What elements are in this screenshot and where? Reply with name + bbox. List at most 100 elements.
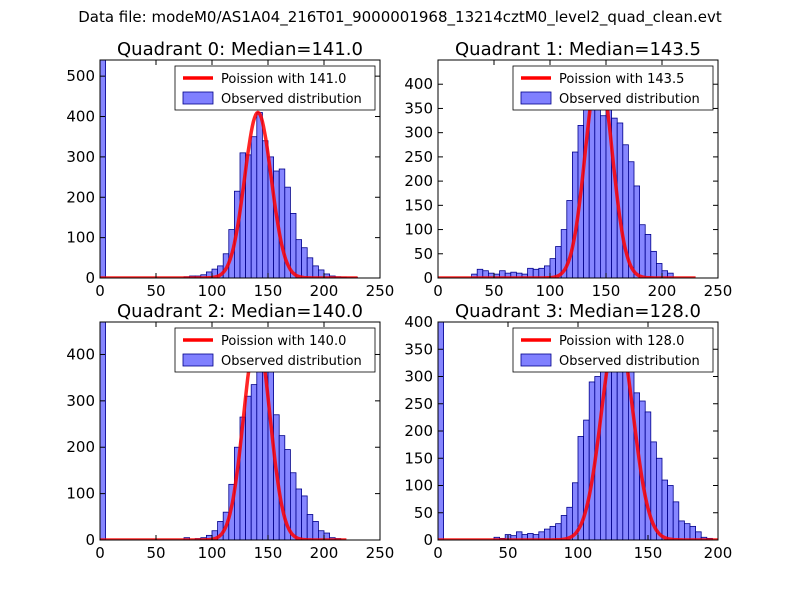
histogram-bar bbox=[684, 523, 691, 540]
histogram-bar bbox=[312, 265, 319, 278]
quadrant-1-panel: 0 50 100 150 200 250 0 50 100 150 200 250 300 350 400 Q… bbox=[404, 39, 732, 300]
figure-suptitle: Data file: modeM0/AS1A04_216T01_90000019… bbox=[78, 8, 722, 26]
histogram-bar bbox=[639, 224, 646, 278]
y-tick-label: 400 bbox=[404, 313, 433, 331]
legend: Poission with 143.5 Observed distribution bbox=[512, 65, 714, 111]
histogram-bar bbox=[100, 322, 106, 540]
x-tick-label: 150 bbox=[634, 544, 663, 562]
histogram-bar bbox=[661, 479, 668, 540]
quadrant-2-panel: 0 50 100 150 200 250 0 100 200 300 400 Quadrant 2: … bbox=[66, 301, 394, 562]
y-tick-label: 400 bbox=[404, 75, 433, 93]
histogram-bar bbox=[250, 384, 258, 540]
y-tick-label: 350 bbox=[404, 340, 433, 358]
x-tick-label: 150 bbox=[254, 282, 283, 300]
legend-label-observed: Observed distribution bbox=[559, 92, 700, 107]
histogram-bar bbox=[295, 239, 302, 278]
histogram-bar bbox=[250, 136, 258, 278]
legend: Poission with 141.0 Observed distribution bbox=[174, 65, 376, 111]
y-tick-label: 0 bbox=[85, 531, 95, 549]
y-tick-label: 150 bbox=[404, 449, 433, 467]
axes-frame bbox=[99, 59, 381, 279]
histogram-bar bbox=[560, 515, 568, 540]
axes-frame bbox=[99, 321, 381, 541]
histogram-bar bbox=[245, 395, 252, 540]
histogram-bar bbox=[261, 140, 269, 278]
quadrant-3-panel: 0 50 100 150 200 0 50 100 150 200 250 300 350 400 Quad… bbox=[404, 301, 732, 562]
histogram-bar bbox=[583, 419, 590, 540]
panel-title: Quadrant 3: Median=128.0 bbox=[455, 301, 701, 322]
y-tick-label: 200 bbox=[404, 172, 433, 190]
histogram-bar bbox=[616, 354, 624, 540]
legend-label-observed: Observed distribution bbox=[221, 354, 362, 369]
x-tick-label: 100 bbox=[198, 544, 227, 562]
histogram-bar bbox=[549, 258, 556, 278]
x-tick-label: 200 bbox=[310, 282, 339, 300]
y-tick-label: 300 bbox=[404, 368, 433, 386]
y-tick-label: 300 bbox=[404, 124, 433, 142]
legend-bar-swatch bbox=[520, 353, 552, 367]
x-tick-label: 150 bbox=[592, 282, 621, 300]
plot-area bbox=[100, 60, 358, 278]
y-tick-label: 0 bbox=[423, 531, 433, 549]
x-tick-label: 0 bbox=[433, 544, 443, 562]
histogram-bar bbox=[600, 115, 607, 278]
legend-bar-swatch bbox=[182, 91, 214, 105]
x-tick-label: 50 bbox=[146, 544, 165, 562]
quadrant-0-panel: 0 50 100 150 200 250 0 100 200 300 400 500 Quadrant … bbox=[66, 39, 394, 300]
y-tick-label: 150 bbox=[404, 196, 433, 214]
histogram-bar bbox=[306, 257, 314, 278]
legend-label-poisson: Poission with 140.0 bbox=[221, 334, 346, 349]
histogram-bar bbox=[644, 233, 652, 278]
x-tick-label: 250 bbox=[704, 282, 733, 300]
legend-label-poisson: Poission with 143.5 bbox=[559, 72, 684, 87]
histogram-bar bbox=[633, 185, 640, 278]
x-tick-label: 50 bbox=[498, 544, 517, 562]
y-tick-label: 250 bbox=[404, 395, 433, 413]
histogram-bar bbox=[549, 525, 556, 540]
panel-title: Quadrant 2: Median=140.0 bbox=[117, 301, 363, 322]
histogram-bar bbox=[555, 523, 562, 540]
legend-label-observed: Observed distribution bbox=[559, 354, 700, 369]
histogram-bar bbox=[678, 520, 685, 540]
y-tick-label: 350 bbox=[404, 99, 433, 117]
y-tick-label: 400 bbox=[66, 108, 95, 126]
poisson-curve bbox=[100, 110, 358, 278]
y-tick-label: 400 bbox=[66, 345, 95, 363]
x-tick-label: 150 bbox=[254, 544, 283, 562]
legend-bar-swatch bbox=[520, 91, 552, 105]
y-tick-label: 100 bbox=[404, 221, 433, 239]
x-tick-label: 0 bbox=[433, 282, 443, 300]
x-tick-label: 50 bbox=[484, 282, 503, 300]
y-tick-label: 300 bbox=[66, 148, 95, 166]
histogram-bar bbox=[306, 514, 314, 540]
panel-title: Quadrant 0: Median=141.0 bbox=[117, 39, 363, 60]
histogram-bar bbox=[256, 112, 263, 278]
histogram-bar bbox=[622, 367, 629, 540]
histogram-bar bbox=[656, 457, 663, 540]
x-tick-label: 0 bbox=[95, 282, 105, 300]
y-tick-label: 200 bbox=[66, 438, 95, 456]
y-tick-label: 0 bbox=[85, 269, 95, 287]
y-tick-label: 0 bbox=[423, 269, 433, 287]
poisson-curve bbox=[438, 328, 718, 540]
x-tick-label: 200 bbox=[648, 282, 677, 300]
x-tick-label: 200 bbox=[310, 544, 339, 562]
y-tick-label: 50 bbox=[414, 504, 433, 522]
y-tick-label: 50 bbox=[414, 245, 433, 263]
y-tick-label: 200 bbox=[404, 422, 433, 440]
histogram-bar bbox=[667, 485, 674, 540]
histogram-bar bbox=[100, 60, 106, 278]
y-tick-label: 100 bbox=[404, 477, 433, 495]
legend: Poission with 140.0 Observed distribution bbox=[174, 327, 376, 373]
y-tick-label: 500 bbox=[66, 67, 95, 85]
histogram-bar bbox=[644, 411, 652, 540]
histogram-bar bbox=[301, 247, 308, 278]
x-tick-label: 0 bbox=[95, 544, 105, 562]
legend: Poission with 128.0 Observed distribution bbox=[512, 327, 714, 373]
x-tick-label: 100 bbox=[198, 282, 227, 300]
x-tick-label: 50 bbox=[146, 282, 165, 300]
histogram-bar bbox=[295, 488, 302, 540]
x-tick-label: 250 bbox=[366, 544, 395, 562]
histogram-bar bbox=[312, 521, 319, 540]
